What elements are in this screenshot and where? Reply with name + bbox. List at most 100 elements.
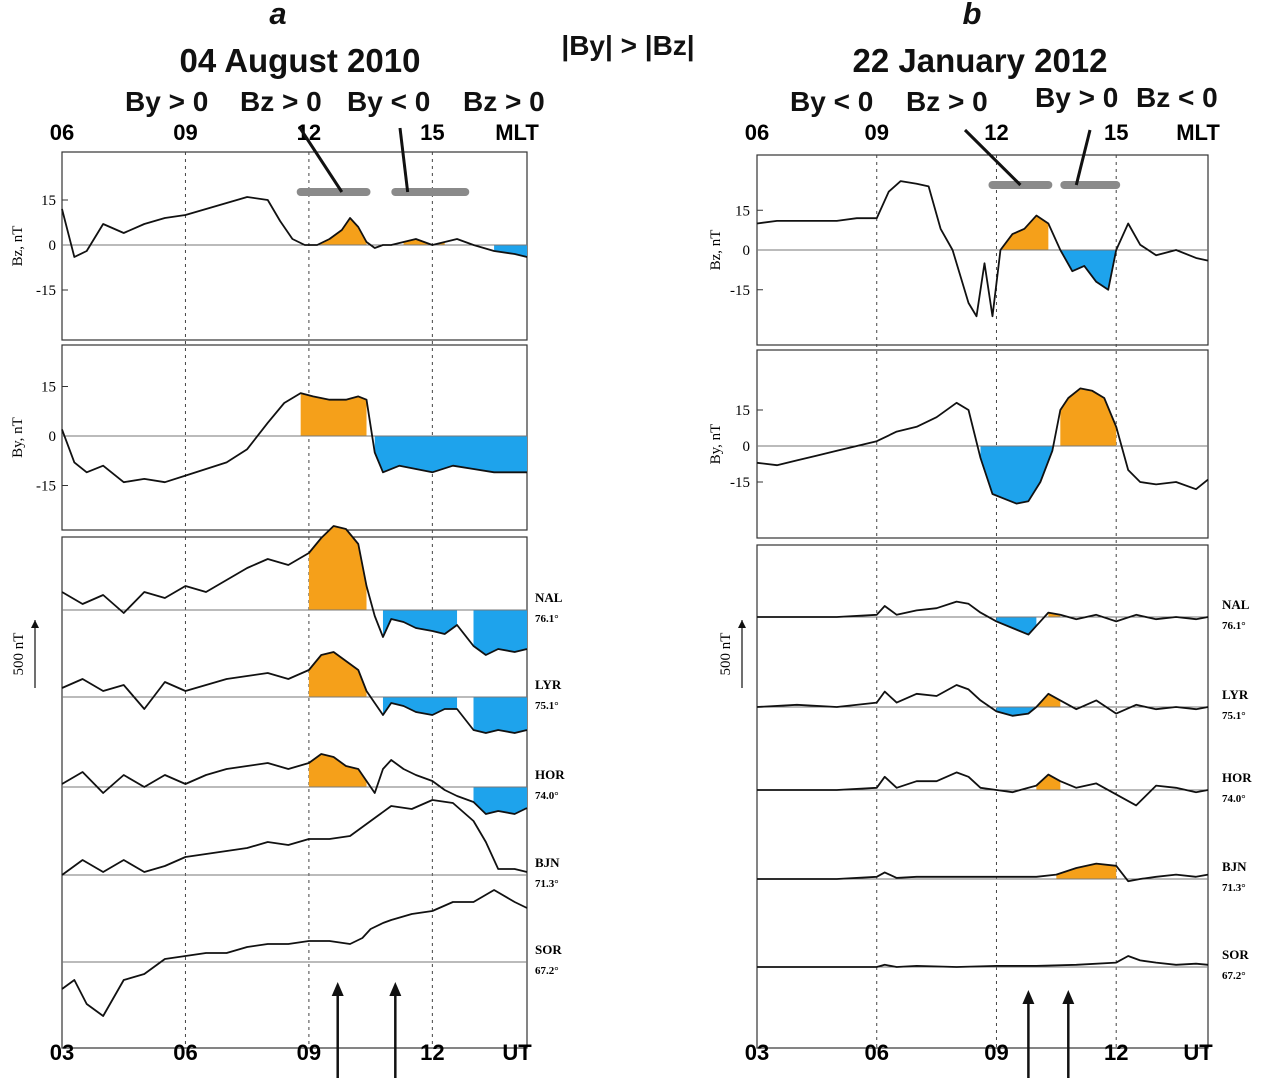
panel-a-mlt-tick-1: 09: [173, 120, 197, 145]
panel-a-bz-fill-0: [317, 218, 367, 245]
panel-b-station-hor-line: [757, 771, 1209, 807]
panel-a-ut-tick-1: 06: [173, 1040, 197, 1065]
panel-a-bz-fill-1: [403, 239, 445, 245]
panel-b-by-ylabel: By, nT: [708, 424, 724, 465]
panel-b-station-lyr-fill-1: [1036, 693, 1061, 707]
panel-a-cond-3: By < 0: [347, 86, 431, 117]
panel-b-mlt-tick-3: 15: [1104, 120, 1128, 145]
panel-b-station-lat-sor: 67.2°: [1222, 970, 1246, 982]
panel-b-station-sor-line: [757, 955, 1209, 968]
panel-a-station-lyr-line: [61, 651, 528, 734]
panel-b-mlt-tick-0: 06: [745, 120, 769, 145]
panel-a-imf-bz-frame: [61, 151, 528, 341]
panel-a-station-lyr-fill-1: [382, 697, 458, 715]
panel-b-by-fill-0: [980, 446, 1053, 504]
panel-a-station-hor-line: [61, 753, 528, 815]
panel-b-station-code-hor: HOR: [1222, 770, 1252, 785]
panel-a-bz-ytick-0: 15: [41, 193, 56, 209]
panel-b-station-code-bjn: BJN: [1222, 859, 1247, 874]
panel-b-by-ytick-0: 15: [735, 403, 750, 419]
panel-a-station-code-sor: SOR: [535, 942, 562, 957]
panel-a-by-ytick-0: 15: [41, 380, 56, 396]
panel-b-scale-label: 500 nT: [718, 633, 734, 676]
panel-a-station-code-lyr: LYR: [535, 677, 562, 692]
panel-a-cond-2: Bz > 0: [240, 86, 322, 117]
panel-b-by-ytick-1: 0: [743, 439, 751, 455]
panel-a-event-arrowhead-1: [389, 982, 402, 996]
panel-b-ut-tick-3: 12: [1104, 1040, 1128, 1065]
panel-b-station-nal-fill-0: [996, 617, 1037, 635]
panel-a-ut-tick-0: 03: [50, 1040, 74, 1065]
panel-b-magnetometer-frame: [756, 544, 1209, 1049]
panel-a-station-sor-line: [61, 889, 528, 1017]
panel-a-bz-line: [61, 196, 528, 258]
panel-b-cond-4: Bz < 0: [1136, 82, 1218, 113]
panel-a-mlt-tick-0: 06: [50, 120, 74, 145]
panel-b-by-line: [756, 387, 1209, 505]
panel-b-pointer-line-1: [1074, 129, 1092, 186]
panel-b-event-arrowhead-0: [1022, 990, 1035, 1004]
panel-b-ut-tick-2: 09: [984, 1040, 1008, 1065]
panel-b-station-code-sor: SOR: [1222, 947, 1249, 962]
panel-b-by-ytick-2: -15: [730, 475, 750, 491]
panel-a-by-ytick-2: -15: [36, 479, 56, 495]
panel-a-cond-1: By > 0: [125, 86, 209, 117]
panel-a-pointer-line-1: [398, 127, 410, 193]
panel-b-imf-by-frame: [756, 349, 1209, 539]
panel-b-bz-line: [756, 180, 1209, 318]
panel-a-ut-tick-3: 12: [420, 1040, 444, 1065]
panel-b-mlt-tick-1: 09: [864, 120, 888, 145]
panel-b-station-bjn-line: [757, 862, 1209, 883]
panel-b-ut-tick-0: 03: [745, 1040, 769, 1065]
panel-a-station-lat-nal: 76.1°: [535, 613, 559, 625]
panel-a-station-lat-sor: 67.2°: [535, 965, 559, 977]
panel-b-date: 22 January 2012: [852, 42, 1108, 79]
panel-b-cond-1: By < 0: [790, 86, 874, 117]
panel-b-cond-2: Bz > 0: [906, 86, 988, 117]
panel-a-bz-ylabel: Bz, nT: [10, 226, 26, 267]
panel-a-mlt-tick-3: 15: [420, 120, 444, 145]
panel-b-bz-ylabel: Bz, nT: [708, 230, 724, 271]
panel-a-scale-label: 500 nT: [11, 633, 27, 676]
panel-a-station-nal-line: [61, 525, 528, 656]
panel-b-ut-label: UT: [1183, 1040, 1213, 1065]
panel-a-by-fill-1: [374, 436, 527, 473]
panel-a-bz-fill-2: [494, 245, 527, 257]
panel-b-station-code-lyr: LYR: [1222, 687, 1249, 702]
panel-a-station-code-bjn: BJN: [535, 855, 560, 870]
panel-a-station-hor-fill-0: [308, 754, 367, 787]
panel-a-by-ytick-1: 0: [49, 429, 57, 445]
panel-a-station-lyr-fill-0: [308, 652, 367, 697]
panel-b-bz-ytick-2: -15: [730, 283, 750, 299]
panel-b-station-bjn-fill-0: [1056, 863, 1117, 879]
panel-b-scale-arrowhead: [738, 620, 746, 628]
panel-b-station-lat-bjn: 71.3°: [1222, 882, 1246, 894]
panel-b-mlt-label: MLT: [1176, 120, 1220, 145]
panel-b-pointer-line-0: [963, 128, 1022, 187]
panel-a-station-bjn-line: [61, 799, 528, 876]
panel-b-bz-ytick-0: 15: [735, 203, 750, 219]
panel-a-pointer-line-0: [298, 127, 344, 193]
panel-a-station-hor-fill-1: [473, 787, 527, 814]
panel-a-station-code-nal: NAL: [535, 590, 563, 605]
panel-a-ut-tick-2: 09: [297, 1040, 321, 1065]
panel-b-ut-tick-1: 06: [864, 1040, 888, 1065]
panel-b-cond-3: By > 0: [1035, 82, 1119, 113]
panel-a-by-ylabel: By, nT: [10, 417, 26, 458]
panel-b-by-fill-1: [1060, 388, 1117, 446]
panel-a-magnetometer-frame: [61, 536, 528, 1049]
panel-a-station-code-hor: HOR: [535, 767, 565, 782]
panel-a-by-fill-0: [300, 393, 367, 436]
panel-a-scale-arrowhead: [31, 620, 39, 628]
panel-b-station-lat-hor: 74.0°: [1222, 793, 1246, 805]
panel-a-station-lyr-fill-2: [473, 697, 527, 733]
panel-a-station-lat-bjn: 71.3°: [535, 878, 559, 890]
panel-b-station-lyr-line: [756, 684, 1209, 717]
panel-a-ut-label: UT: [502, 1040, 532, 1065]
panel-a-station-nal-fill-2: [473, 610, 527, 655]
panel-b-mlt-tick-2: 12: [984, 120, 1008, 145]
panel-a-mlt-label: MLT: [495, 120, 539, 145]
panel-a-by-line: [61, 392, 527, 484]
panel-a-date: 04 August 2010: [179, 42, 421, 79]
